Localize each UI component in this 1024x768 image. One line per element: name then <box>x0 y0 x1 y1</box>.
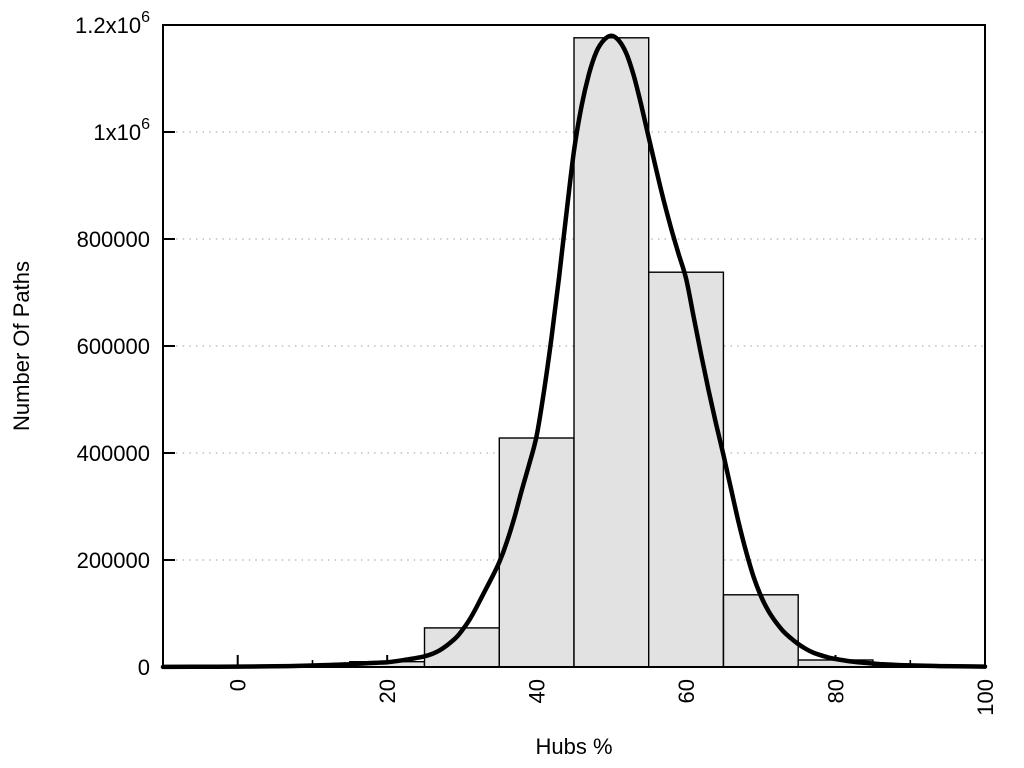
fit-curve-line <box>160 33 988 670</box>
y-tick-label: 800000 <box>77 227 150 252</box>
x-tick-label: 60 <box>674 679 699 703</box>
histogram-bar <box>648 271 725 668</box>
y-tick-label: 600000 <box>77 334 150 359</box>
x-tick-label: 100 <box>973 679 998 716</box>
y-axis-title: Number Of Paths <box>9 261 34 431</box>
y-tick-label: 400000 <box>77 441 150 466</box>
plot-border <box>162 24 986 668</box>
y-tick-label: 0 <box>138 655 150 680</box>
histogram-bar <box>722 594 799 668</box>
histogram-bar <box>573 37 650 668</box>
y-tick-label: 1.2x106 <box>75 9 150 38</box>
histogram-bar <box>498 437 575 668</box>
x-tick-label: 40 <box>525 679 550 703</box>
y-tick-label: 200000 <box>77 548 150 573</box>
x-tick-label: 0 <box>226 679 251 691</box>
x-tick-label: 20 <box>375 679 400 703</box>
y-tick-label: 1x106 <box>93 116 150 145</box>
x-axis-title: Hubs % <box>535 734 613 759</box>
x-tick-label: 80 <box>824 679 849 703</box>
